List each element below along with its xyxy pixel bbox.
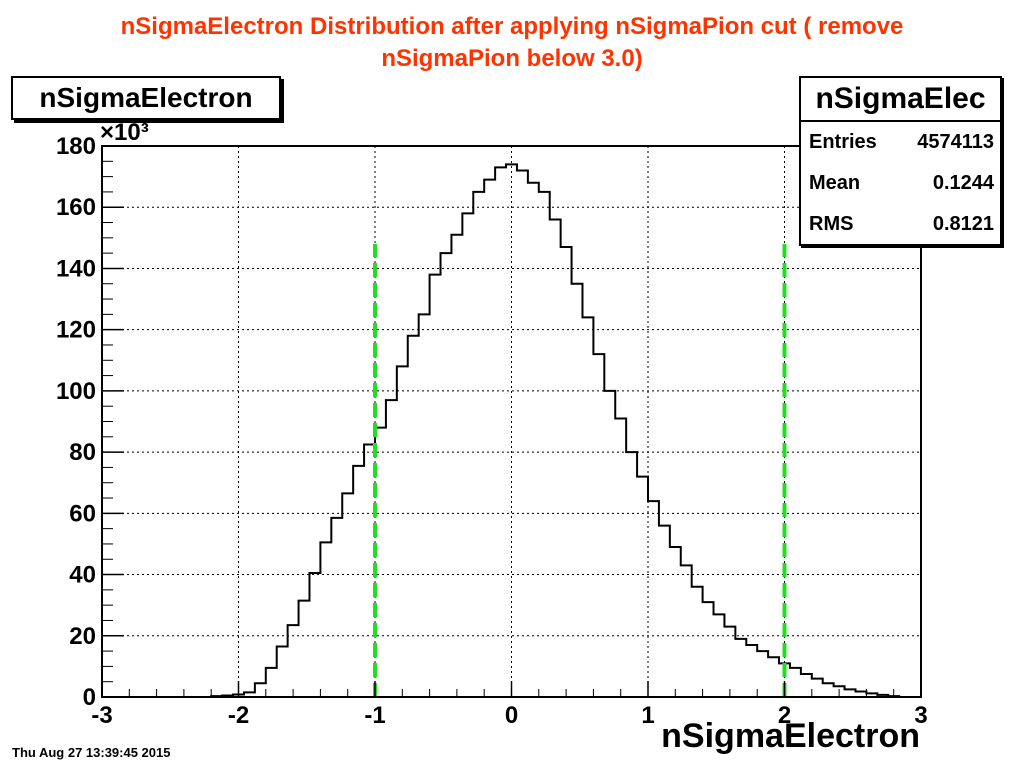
stats-value: 4574113 <box>917 131 994 153</box>
stats-value: 0.8121 <box>932 213 994 235</box>
stats-label: Mean <box>809 172 861 194</box>
page-title-line-2: nSigmaPion below 3.0) <box>381 45 643 72</box>
y-tick-label: 20 <box>69 623 96 650</box>
page-title-line-1: nSigmaElectron Distribution after applyi… <box>120 13 904 40</box>
histogram-outline <box>102 163 921 698</box>
x-tick-label: 0 <box>505 702 518 729</box>
timestamp: Thu Aug 27 13:39:45 2015 <box>12 745 171 760</box>
y-tick-label: 60 <box>69 500 96 527</box>
stats-label: Entries <box>809 131 877 153</box>
histogram-name-box: nSigmaElectron <box>11 76 281 120</box>
axis-tick-labels: -3 -2 -1 0 1 2 3 0 20 40 60 80 100 120 140 160 180 <box>56 133 928 729</box>
x-tick-label: 3 <box>914 702 927 729</box>
axis-ticks <box>101 145 922 698</box>
x-tick-label: -1 <box>364 702 385 729</box>
x-tick-label: 1 <box>641 702 654 729</box>
stats-value: 0.1244 <box>932 172 994 194</box>
y-tick-label: 140 <box>56 255 96 282</box>
stats-row-rms: RMS 0.8121 <box>801 204 1000 245</box>
x-tick-label: -3 <box>91 702 112 729</box>
stats-row-mean: Mean 0.1244 <box>801 163 1000 204</box>
x-axis-title: nSigmaElectron <box>661 717 920 755</box>
y-axis-multiplier: ×10³ <box>100 119 149 146</box>
stats-label: RMS <box>809 213 854 235</box>
x-tick-label: -2 <box>228 702 249 729</box>
x-tick-label: 2 <box>778 702 791 729</box>
y-tick-label: 160 <box>56 194 96 221</box>
y-tick-label: 120 <box>56 317 96 344</box>
stats-row-entries: Entries 4574113 <box>801 122 1000 163</box>
stats-title: nSigmaElec <box>801 78 1000 122</box>
y-tick-label: 0 <box>83 684 96 711</box>
stats-box: nSigmaElec Entries 4574113 Mean 0.1244 R… <box>799 76 1002 246</box>
y-tick-label: 100 <box>56 378 96 405</box>
cut-markers <box>373 243 787 697</box>
y-tick-label: 80 <box>69 439 96 466</box>
y-tick-label: 40 <box>69 562 96 589</box>
y-tick-label: 180 <box>56 133 96 160</box>
